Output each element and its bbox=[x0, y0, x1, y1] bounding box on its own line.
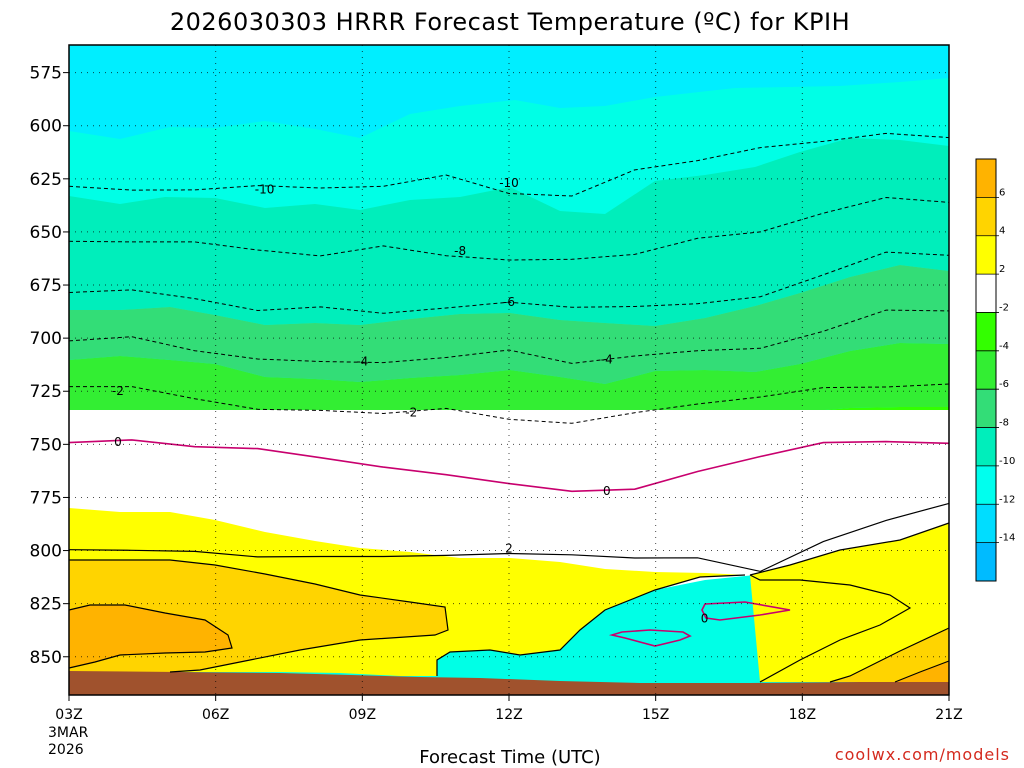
x-tick-label: 18Z bbox=[789, 707, 816, 723]
x-tick-label: 03Z bbox=[55, 707, 82, 723]
watermark: coolwx.com/models bbox=[835, 745, 1010, 764]
contour-label: -4 bbox=[601, 352, 613, 366]
colorbar-swatch bbox=[976, 465, 996, 505]
colorbar-swatch bbox=[976, 350, 996, 390]
y-tick-label: 625 bbox=[30, 170, 62, 190]
contour-label: 0 bbox=[603, 484, 611, 498]
colorbar-swatch bbox=[976, 159, 996, 198]
y-tick-label: 725 bbox=[30, 382, 62, 402]
contour-label: -8 bbox=[454, 244, 466, 258]
colorbar-swatch bbox=[976, 542, 996, 582]
plot-area: -10 -10 -8 -6 -4 -4 -2 -2 0 0 2 0 bbox=[68, 44, 950, 696]
contour-label: -2 bbox=[112, 384, 124, 398]
colorbar-label: 4 bbox=[999, 226, 1005, 237]
contour-6-right bbox=[894, 660, 950, 683]
contour-0-cell-a bbox=[608, 629, 692, 647]
x-tick-label: 06Z bbox=[202, 707, 229, 723]
x-tick-label: 15Z bbox=[642, 707, 669, 723]
x-tick-label: 09Z bbox=[349, 707, 376, 723]
ground-fill bbox=[69, 671, 949, 695]
y-tick-label: 675 bbox=[30, 276, 62, 296]
contour-lobe-outline bbox=[436, 574, 746, 676]
colorbar-frame bbox=[975, 158, 997, 582]
colorbar-swatch bbox=[976, 197, 996, 237]
colorbar-label: -2 bbox=[999, 302, 1009, 313]
contour-label: -4 bbox=[356, 355, 368, 369]
contour-label: -10 bbox=[499, 176, 519, 190]
contour-line-minus-10 bbox=[68, 132, 950, 197]
contour-line-minus-2 bbox=[69, 383, 950, 424]
y-tick-label: 600 bbox=[30, 117, 62, 137]
x-tick-label: 21Z bbox=[935, 707, 962, 723]
colorbar-label: -4 bbox=[999, 341, 1009, 352]
colorbar-label: -10 bbox=[999, 456, 1015, 467]
contour-label: 0 bbox=[114, 435, 122, 449]
contour-line-minus-8 bbox=[68, 196, 950, 261]
y-tick-label: 825 bbox=[30, 595, 62, 615]
colorbar-label: 6 bbox=[999, 187, 1005, 198]
band-2-to-4-right bbox=[830, 628, 949, 682]
colorbar-label: 2 bbox=[999, 264, 1005, 275]
y-tick-label: 800 bbox=[30, 542, 62, 562]
contour-label: 0 bbox=[701, 612, 709, 626]
contour-label: -2 bbox=[405, 405, 417, 419]
colorbar-swatch bbox=[976, 389, 996, 429]
contour-4-left bbox=[69, 559, 449, 673]
gridlines bbox=[69, 45, 949, 695]
y-tick-label: 750 bbox=[30, 435, 62, 455]
colorbar-label: -12 bbox=[999, 494, 1015, 505]
contour-4-right bbox=[829, 627, 950, 683]
contour-2-right-boundary bbox=[749, 574, 912, 683]
band-0-to-2-lower bbox=[750, 523, 949, 682]
contour-6-left bbox=[68, 604, 233, 669]
x-axis-label: Forecast Time (UTC) bbox=[419, 747, 600, 768]
contour-label: -10 bbox=[255, 182, 275, 196]
colorbar-label: -8 bbox=[999, 418, 1009, 429]
contour-lobe-outline-right bbox=[749, 522, 950, 576]
colorbar-swatch bbox=[976, 312, 996, 352]
x-axis: 03Z 06Z 09Z 12Z 15Z 18Z 21Z bbox=[55, 695, 963, 723]
y-tick-label: 650 bbox=[30, 223, 62, 243]
colorbar-swatch bbox=[976, 274, 996, 313]
contour-line-minus-4 bbox=[68, 309, 950, 364]
contour-line-2 bbox=[68, 502, 950, 573]
y-tick-label: 850 bbox=[30, 648, 62, 668]
contour-line-minus-6 bbox=[68, 251, 950, 314]
contour-0-cell-b bbox=[701, 601, 791, 621]
y-tick-label: 575 bbox=[30, 64, 62, 84]
contour-labels: -10 -10 -8 -6 -4 -4 -2 -2 0 0 2 0 bbox=[112, 176, 709, 626]
x-tick-label: 12Z bbox=[495, 707, 522, 723]
y-axis: 575 600 625 650 675 700 725 750 775 800 825 850 bbox=[30, 64, 69, 668]
colorbar: 6 4 2 -2 -4 -6 -8 -10 -12 -14 bbox=[975, 158, 1015, 582]
chart-title: 2026030303 HRRR Forecast Temperature (ºC… bbox=[170, 8, 850, 36]
contour-label: -6 bbox=[503, 295, 515, 309]
colorbar-swatch bbox=[976, 504, 996, 544]
colorbar-label: -14 bbox=[999, 533, 1015, 544]
band-minus-14-to-minus-12 bbox=[69, 45, 949, 139]
contour-label: 2 bbox=[505, 541, 513, 555]
start-date-day: 3MAR bbox=[48, 725, 89, 741]
y-tick-label: 775 bbox=[30, 488, 62, 508]
colorbar-swatch bbox=[976, 427, 996, 467]
y-tick-label: 700 bbox=[30, 329, 62, 349]
start-date-year: 2026 bbox=[48, 742, 84, 758]
band-minus-8-to-minus-6 bbox=[69, 265, 949, 384]
colorbar-swatch bbox=[976, 235, 996, 275]
colorbar-label: -6 bbox=[999, 379, 1009, 390]
